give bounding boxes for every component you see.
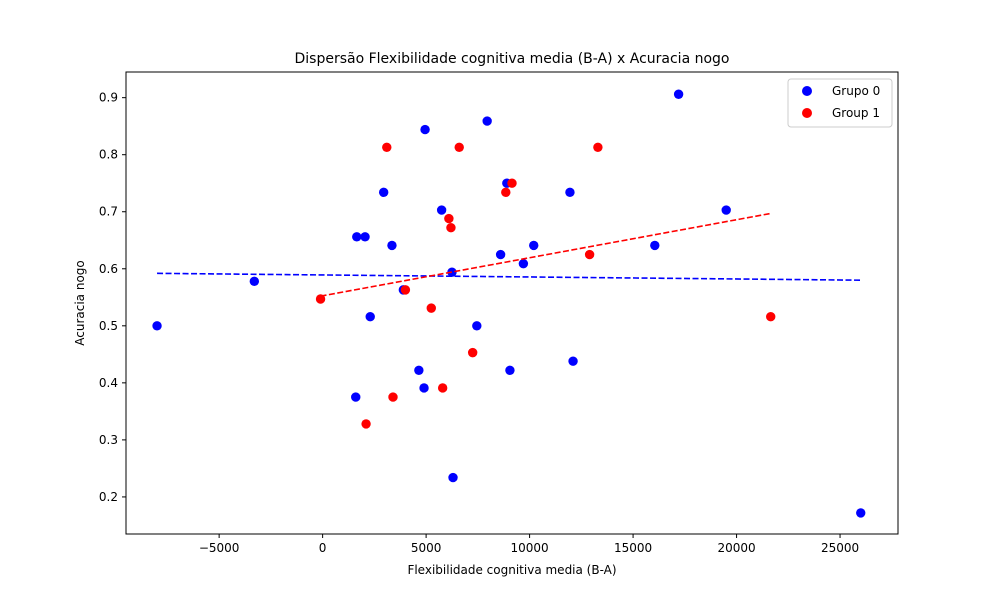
data-point-series-0 [365,311,375,322]
y-tick-label: 0.2 [99,490,118,504]
legend-box [787,78,893,128]
legend-marker-group-1 [802,108,812,118]
data-point-series-0 [482,116,492,126]
data-point-series-1 [507,178,517,188]
x-tick-label: −5000 [199,541,240,555]
data-point-series-0 [529,240,539,251]
y-tick-label: 0.3 [99,433,118,447]
y-tick-label: 0.7 [99,205,118,219]
data-point-series-1 [766,311,776,322]
data-point-series-0 [495,249,506,260]
y-tick-label: 0.6 [99,262,118,276]
data-point-series-0 [414,365,424,376]
y-tick-label: 0.8 [99,148,118,162]
data-point-series-1 [400,285,411,295]
data-point-series-1 [593,142,603,152]
plot-area [152,89,866,518]
data-point-series-0 [448,472,458,483]
data-point-series-0 [436,205,447,215]
data-point-series-0 [673,89,684,99]
y-tick-label: 0.4 [99,376,118,390]
data-point-series-0 [650,240,660,251]
legend-marker-grupo-0 [802,86,812,96]
chart-title: Dispersão Flexibilidade cognitiva media … [294,51,729,67]
data-point-series-1 [501,187,511,198]
data-point-series-0 [360,232,370,242]
data-point-series-0 [518,258,529,269]
axes-frame [125,71,899,535]
data-point-series-0 [472,321,482,331]
data-point-series-1 [382,142,392,152]
data-point-series-0 [419,383,429,393]
data-point-series-1 [437,383,448,393]
data-point-series-0 [721,205,731,215]
data-point-series-0 [378,187,389,198]
data-point-series-1 [426,303,436,313]
x-tick-label: 10000 [510,541,548,555]
data-point-series-1 [388,392,398,402]
x-tick-label: 5000 [411,541,442,555]
legend-label-group-1: Group 1 [832,106,880,120]
x-axis-label: Flexibilidade cognitiva media (B-A) [407,563,616,577]
x-tick-label: 25000 [821,541,859,555]
x-tick-label: 15000 [614,541,652,555]
legend-label-grupo-0: Grupo 0 [832,84,880,98]
data-point-series-1 [446,223,456,233]
y-axis-label: Acuracia nogo [73,260,87,346]
data-point-series-1 [444,213,454,224]
data-point-series-0 [505,365,515,376]
trend-lines [157,212,861,297]
data-point-series-0 [387,240,397,251]
data-point-series-1 [454,142,464,152]
data-points [152,89,866,518]
data-point-series-1 [584,249,595,260]
data-point-series-0 [447,267,457,277]
data-point-series-0 [351,392,361,402]
legend: Grupo 0 Group 1 [787,78,893,128]
y-tick-label: 0.5 [99,319,118,333]
data-point-series-0 [565,187,575,198]
data-point-series-1 [361,419,371,429]
data-point-series-0 [352,232,362,242]
data-point-series-0 [420,124,430,135]
x-tick-label: 0 [319,541,327,555]
y-tick-label: 0.9 [99,91,118,105]
trend-line-series-0 [157,272,861,281]
x-axis-ticks: −5000 0 5000 10000 15000 20000 25000 [199,534,859,555]
data-point-series-1 [315,294,326,304]
data-point-series-0 [152,321,162,331]
y-axis-ticks: 0.2 0.3 0.4 0.5 0.6 0.7 0.8 0.9 [99,91,126,504]
data-point-series-0 [249,276,260,287]
data-point-series-0 [856,508,866,518]
x-tick-label: 20000 [717,541,755,555]
data-point-series-0 [568,356,578,366]
data-point-series-1 [467,347,478,358]
